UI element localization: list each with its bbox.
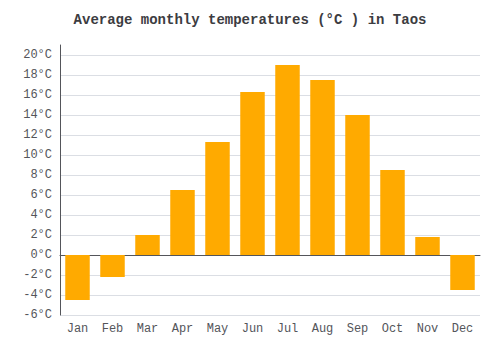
svg-text:Jul: Jul bbox=[277, 322, 299, 336]
svg-text:12°C: 12°C bbox=[23, 128, 52, 142]
svg-text:20°C: 20°C bbox=[23, 48, 52, 62]
svg-text:2°C: 2°C bbox=[30, 228, 52, 242]
svg-text:8°C: 8°C bbox=[30, 168, 52, 182]
svg-text:Average monthly temperatures (: Average monthly temperatures (°C ) in Ta… bbox=[74, 12, 427, 28]
svg-text:Apr: Apr bbox=[172, 322, 194, 336]
svg-text:18°C: 18°C bbox=[23, 68, 52, 82]
svg-text:Aug: Aug bbox=[312, 322, 334, 336]
svg-text:10°C: 10°C bbox=[23, 148, 52, 162]
svg-text:14°C: 14°C bbox=[23, 108, 52, 122]
svg-text:Feb: Feb bbox=[102, 322, 124, 336]
svg-text:6°C: 6°C bbox=[30, 188, 52, 202]
svg-text:Sep: Sep bbox=[347, 322, 369, 336]
svg-text:4°C: 4°C bbox=[30, 208, 52, 222]
svg-text:16°C: 16°C bbox=[23, 88, 52, 102]
svg-text:0°C: 0°C bbox=[30, 248, 52, 262]
svg-text:-2°C: -2°C bbox=[23, 268, 52, 282]
svg-text:Dec: Dec bbox=[452, 322, 474, 336]
svg-text:-6°C: -6°C bbox=[23, 308, 52, 322]
svg-text:-4°C: -4°C bbox=[23, 288, 52, 302]
svg-text:Jun: Jun bbox=[242, 322, 264, 336]
svg-text:Jan: Jan bbox=[67, 322, 89, 336]
svg-text:Mar: Mar bbox=[137, 322, 159, 336]
svg-text:May: May bbox=[207, 322, 229, 336]
svg-text:Oct: Oct bbox=[382, 322, 404, 336]
svg-text:Nov: Nov bbox=[417, 322, 439, 336]
